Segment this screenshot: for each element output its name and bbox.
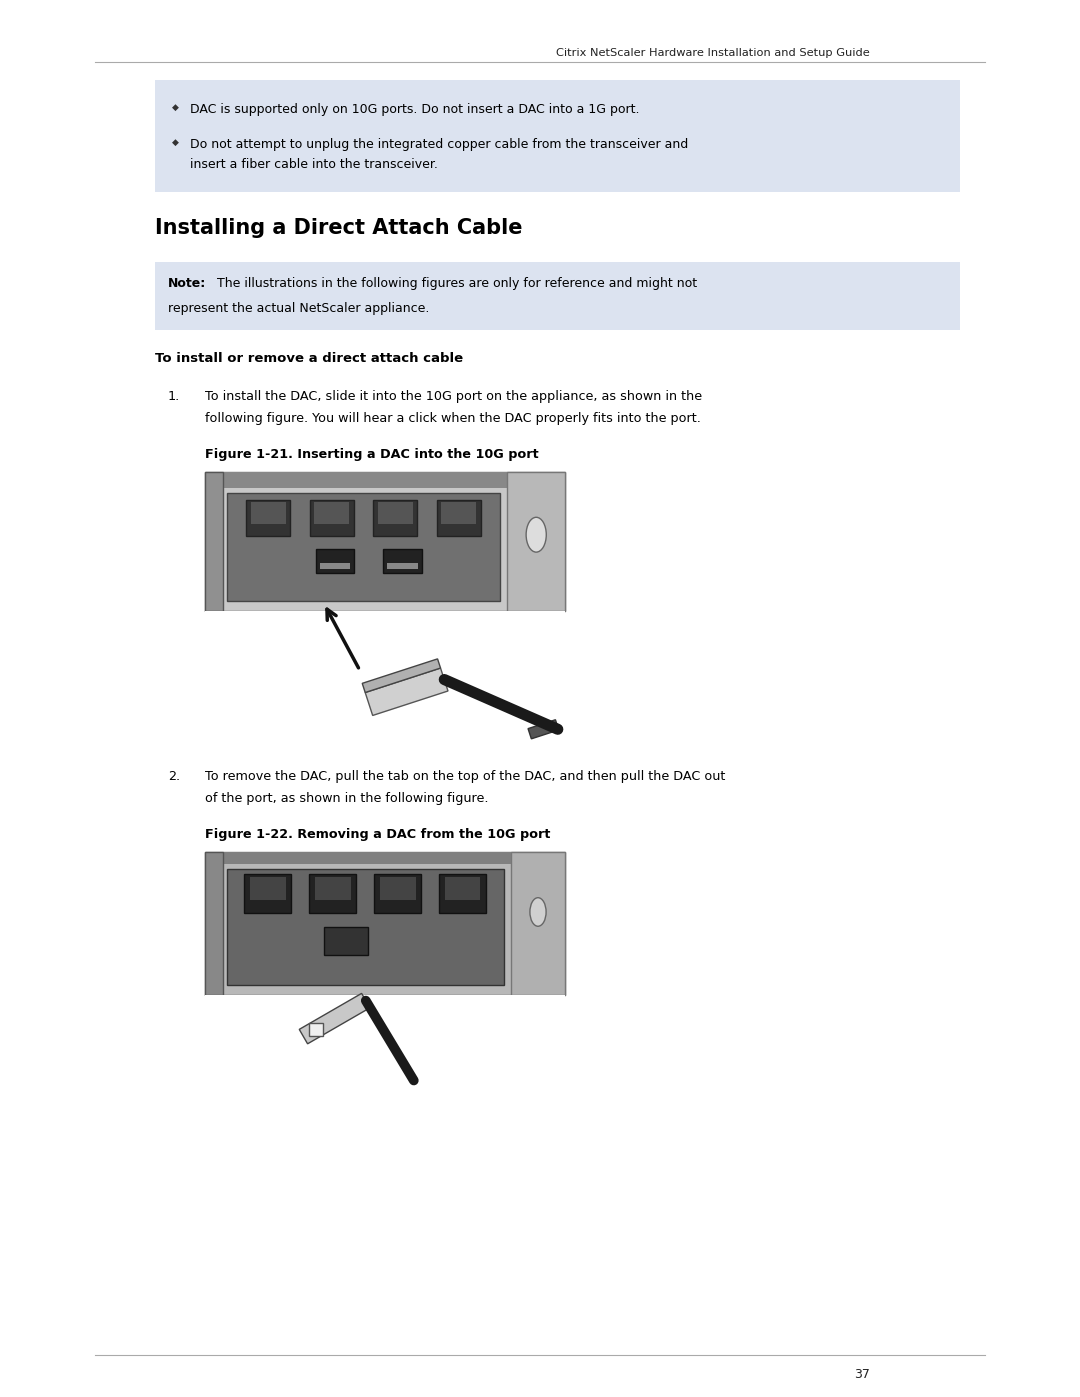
Text: ◆: ◆ [172, 138, 179, 147]
Bar [156, 80, 960, 191]
Text: Citrix NetScaler Hardware Installation and Setup Guide: Citrix NetScaler Hardware Installation a… [556, 47, 870, 59]
Text: 37: 37 [854, 1368, 870, 1382]
Bar [441, 502, 476, 524]
Bar [205, 852, 565, 863]
Bar [388, 563, 418, 569]
Text: Note:: Note: [168, 277, 206, 291]
Polygon shape [365, 668, 448, 715]
Text: To remove the DAC, pull the tab on the top of the DAC, and then pull the DAC out: To remove the DAC, pull the tab on the t… [205, 770, 726, 782]
Bar [314, 502, 349, 524]
Text: Do not attempt to unplug the integrated copper cable from the transceiver and: Do not attempt to unplug the integrated … [190, 138, 688, 151]
Bar [205, 852, 565, 995]
Bar [309, 875, 356, 914]
Bar [316, 549, 354, 573]
Text: 2.: 2. [168, 770, 180, 782]
Bar [438, 875, 486, 914]
Bar [511, 852, 565, 995]
Text: represent the actual NetScaler appliance.: represent the actual NetScaler appliance… [168, 302, 430, 314]
Polygon shape [299, 993, 370, 1044]
Text: 1.: 1. [168, 390, 180, 402]
Text: insert a fiber cable into the transceiver.: insert a fiber cable into the transceive… [190, 158, 437, 170]
Text: Installing a Direct Attach Cable: Installing a Direct Attach Cable [156, 218, 523, 237]
Text: To install the DAC, slide it into the 10G port on the appliance, as shown in the: To install the DAC, slide it into the 10… [205, 390, 702, 402]
Bar [378, 502, 413, 524]
Text: ◆: ◆ [172, 103, 179, 112]
Bar [324, 928, 368, 956]
Bar [374, 500, 417, 536]
Bar [380, 877, 416, 901]
Bar [320, 563, 350, 569]
Bar [310, 500, 353, 536]
Bar [309, 1023, 323, 1037]
Bar [508, 472, 565, 612]
Bar [205, 612, 565, 740]
Text: DAC is supported only on 10G ports. Do not insert a DAC into a 1G port.: DAC is supported only on 10G ports. Do n… [190, 103, 639, 116]
Text: Figure 1-21. Inserting a DAC into the 10G port: Figure 1-21. Inserting a DAC into the 10… [205, 448, 539, 461]
Bar [227, 493, 500, 601]
Text: of the port, as shown in the following figure.: of the port, as shown in the following f… [205, 792, 488, 805]
Bar [156, 263, 960, 330]
Polygon shape [362, 659, 441, 693]
Bar [244, 875, 292, 914]
Bar [205, 472, 222, 612]
Text: To install or remove a direct attach cable: To install or remove a direct attach cab… [156, 352, 463, 365]
Bar [374, 875, 421, 914]
Bar [528, 719, 558, 739]
Bar [205, 472, 565, 488]
Ellipse shape [530, 898, 546, 926]
Bar [383, 549, 422, 573]
Bar [249, 877, 286, 901]
Bar [205, 852, 222, 995]
Text: The illustrations in the following figures are only for reference and might not: The illustrations in the following figur… [213, 277, 697, 291]
Text: Figure 1-22. Removing a DAC from the 10G port: Figure 1-22. Removing a DAC from the 10G… [205, 828, 551, 841]
Ellipse shape [526, 517, 546, 552]
Bar [246, 500, 291, 536]
Bar [251, 502, 286, 524]
Text: following figure. You will hear a click when the DAC properly fits into the port: following figure. You will hear a click … [205, 412, 701, 425]
Bar [436, 500, 481, 536]
Bar [205, 995, 565, 1090]
Bar [227, 869, 503, 985]
Bar [205, 472, 565, 612]
Bar [315, 877, 351, 901]
Bar [445, 877, 481, 901]
